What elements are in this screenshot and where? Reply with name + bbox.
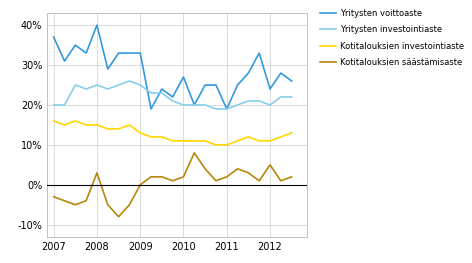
Line: Yritysten voittoaste: Yritysten voittoaste xyxy=(54,25,292,109)
Kotitalouksien säästämisaste xyxy=(235,167,240,170)
Yritysten investointiaste xyxy=(137,83,143,87)
Kotitalouksien säästämisaste xyxy=(202,167,208,170)
Yritysten voittoaste xyxy=(137,52,143,55)
Yritysten voittoaste xyxy=(267,87,273,90)
Kotitalouksien säästämisaste xyxy=(267,163,273,166)
Kotitalouksien säästämisaste xyxy=(159,175,165,178)
Legend: Yritysten voittoaste, Yritysten investointiaste, Kotitalouksien investointiaste,: Yritysten voittoaste, Yritysten investoi… xyxy=(316,5,467,70)
Yritysten voittoaste xyxy=(73,43,78,47)
Kotitalouksien investointiaste xyxy=(213,143,219,146)
Yritysten voittoaste xyxy=(213,83,219,87)
Yritysten investointiaste xyxy=(51,103,57,107)
Kotitalouksien säästämisaste xyxy=(137,183,143,186)
Yritysten voittoaste xyxy=(192,103,197,107)
Yritysten investointiaste xyxy=(245,99,251,103)
Kotitalouksien investointiaste xyxy=(148,135,154,139)
Kotitalouksien investointiaste xyxy=(181,139,186,143)
Kotitalouksien säästämisaste xyxy=(116,215,121,218)
Kotitalouksien säästämisaste xyxy=(256,179,262,183)
Yritysten voittoaste xyxy=(51,36,57,39)
Yritysten investointiaste xyxy=(105,87,110,90)
Kotitalouksien säästämisaste xyxy=(224,175,229,178)
Kotitalouksien säästämisaste xyxy=(105,203,110,206)
Kotitalouksien säästämisaste xyxy=(94,171,100,174)
Kotitalouksien investointiaste xyxy=(126,123,132,127)
Kotitalouksien säästämisaste xyxy=(245,171,251,174)
Kotitalouksien investointiaste xyxy=(62,123,67,127)
Yritysten investointiaste xyxy=(62,103,67,107)
Yritysten voittoaste xyxy=(245,72,251,75)
Kotitalouksien investointiaste xyxy=(192,139,197,143)
Kotitalouksien investointiaste xyxy=(235,139,240,143)
Yritysten voittoaste xyxy=(126,52,132,55)
Kotitalouksien investointiaste xyxy=(137,131,143,134)
Kotitalouksien säästämisaste xyxy=(62,199,67,202)
Yritysten investointiaste xyxy=(94,83,100,87)
Yritysten investointiaste xyxy=(126,79,132,83)
Kotitalouksien säästämisaste xyxy=(126,203,132,206)
Yritysten investointiaste xyxy=(289,95,295,99)
Yritysten voittoaste xyxy=(105,68,110,71)
Kotitalouksien investointiaste xyxy=(170,139,176,143)
Kotitalouksien investointiaste xyxy=(278,135,284,139)
Kotitalouksien säästämisaste xyxy=(192,151,197,154)
Kotitalouksien investointiaste xyxy=(245,135,251,139)
Yritysten investointiaste xyxy=(235,103,240,107)
Yritysten voittoaste xyxy=(83,52,89,55)
Kotitalouksien säästämisaste xyxy=(170,179,176,183)
Kotitalouksien investointiaste xyxy=(159,135,165,139)
Yritysten voittoaste xyxy=(116,52,121,55)
Kotitalouksien säästämisaste xyxy=(289,175,295,178)
Yritysten voittoaste xyxy=(289,79,295,83)
Kotitalouksien investointiaste xyxy=(116,127,121,130)
Yritysten investointiaste xyxy=(170,99,176,103)
Yritysten voittoaste xyxy=(181,75,186,79)
Kotitalouksien säästämisaste xyxy=(51,195,57,198)
Line: Kotitalouksien säästämisaste: Kotitalouksien säästämisaste xyxy=(54,153,292,217)
Yritysten voittoaste xyxy=(224,107,229,110)
Kotitalouksien säästämisaste xyxy=(83,199,89,202)
Yritysten voittoaste xyxy=(256,52,262,55)
Line: Yritysten investointiaste: Yritysten investointiaste xyxy=(54,81,292,109)
Yritysten investointiaste xyxy=(256,99,262,103)
Kotitalouksien investointiaste xyxy=(256,139,262,143)
Kotitalouksien investointiaste xyxy=(73,119,78,123)
Kotitalouksien investointiaste xyxy=(51,119,57,123)
Yritysten voittoaste xyxy=(148,107,154,110)
Yritysten investointiaste xyxy=(73,83,78,87)
Yritysten investointiaste xyxy=(83,87,89,90)
Kotitalouksien investointiaste xyxy=(202,139,208,143)
Yritysten voittoaste xyxy=(62,59,67,63)
Kotitalouksien säästämisaste xyxy=(213,179,219,183)
Yritysten voittoaste xyxy=(94,24,100,27)
Yritysten voittoaste xyxy=(278,72,284,75)
Kotitalouksien investointiaste xyxy=(267,139,273,143)
Kotitalouksien investointiaste xyxy=(83,123,89,127)
Yritysten voittoaste xyxy=(235,83,240,87)
Kotitalouksien investointiaste xyxy=(105,127,110,130)
Kotitalouksien säästämisaste xyxy=(278,179,284,183)
Yritysten investointiaste xyxy=(202,103,208,107)
Kotitalouksien säästämisaste xyxy=(73,203,78,206)
Yritysten investointiaste xyxy=(267,103,273,107)
Yritysten voittoaste xyxy=(202,83,208,87)
Yritysten investointiaste xyxy=(148,92,154,95)
Yritysten voittoaste xyxy=(170,95,176,99)
Yritysten investointiaste xyxy=(192,103,197,107)
Yritysten investointiaste xyxy=(181,103,186,107)
Kotitalouksien säästämisaste xyxy=(181,175,186,178)
Kotitalouksien säästämisaste xyxy=(148,175,154,178)
Yritysten investointiaste xyxy=(116,83,121,87)
Kotitalouksien investointiaste xyxy=(224,143,229,146)
Line: Kotitalouksien investointiaste: Kotitalouksien investointiaste xyxy=(54,121,292,145)
Kotitalouksien investointiaste xyxy=(289,131,295,134)
Yritysten investointiaste xyxy=(278,95,284,99)
Yritysten investointiaste xyxy=(224,107,229,110)
Yritysten voittoaste xyxy=(159,87,165,90)
Yritysten investointiaste xyxy=(159,92,165,95)
Kotitalouksien investointiaste xyxy=(94,123,100,127)
Yritysten investointiaste xyxy=(213,107,219,110)
